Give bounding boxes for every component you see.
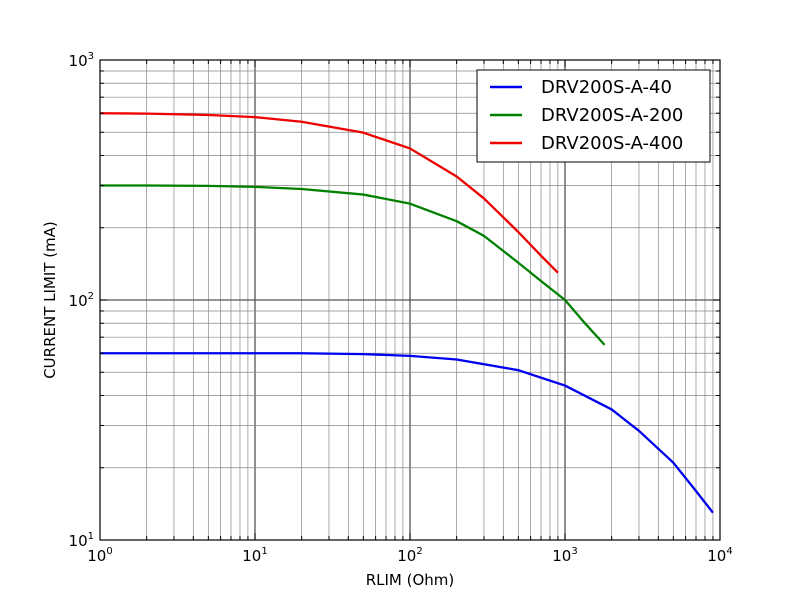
x-axis-label: RLIM (Ohm) bbox=[366, 571, 455, 589]
plot-lines bbox=[99, 112, 714, 514]
legend-label-1: DRV200S-A-200 bbox=[541, 105, 683, 126]
x-tick-label: 104 bbox=[707, 546, 732, 565]
axis-ticks bbox=[99, 60, 720, 541]
grid bbox=[100, 60, 720, 540]
legend-label-0: DRV200S-A-40 bbox=[541, 77, 672, 98]
x-tick-label: 102 bbox=[397, 546, 422, 565]
y-tick-label: 103 bbox=[69, 51, 94, 70]
x-tick-label: 100 bbox=[87, 546, 112, 565]
y-tick-label: 101 bbox=[69, 531, 94, 550]
series-line-0 bbox=[100, 352, 714, 514]
y-axis-label: CURRENT LIMIT (mA) bbox=[41, 221, 59, 379]
x-tick-label: 103 bbox=[552, 546, 577, 565]
x-tick-label: 101 bbox=[242, 546, 267, 565]
legend-label-2: DRV200S-A-400 bbox=[541, 133, 683, 154]
legend: DRV200S-A-40 DRV200S-A-200 DRV200S-A-400 bbox=[476, 69, 711, 163]
y-tick-label: 102 bbox=[69, 291, 94, 310]
series-line-2 bbox=[99, 112, 559, 274]
series-line-1 bbox=[100, 184, 606, 346]
